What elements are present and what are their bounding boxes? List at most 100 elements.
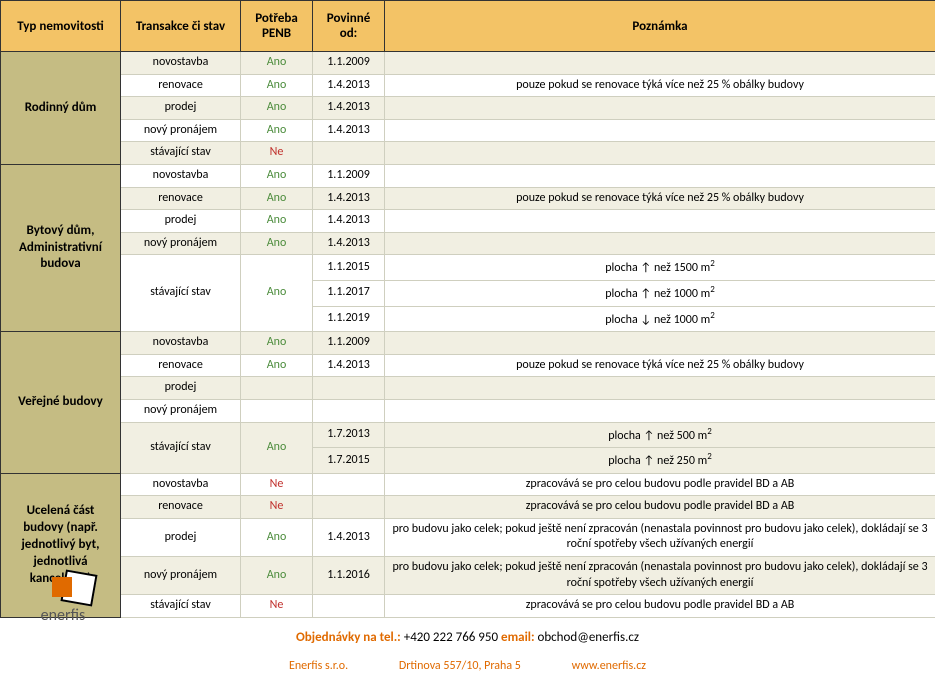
transaction-cell: nový pronájem	[121, 119, 241, 142]
address: Drtinova 557/10, Praha 5	[399, 659, 521, 673]
email-label: email:	[501, 630, 535, 645]
note-cell: zpracovává se pro celou budovu podle pra…	[385, 595, 935, 618]
note-cell	[385, 164, 935, 187]
company: Enerfis s.r.o.	[289, 659, 348, 673]
note-cell: zpracovává se pro celou budovu podle pra…	[385, 496, 935, 519]
need-cell	[241, 377, 313, 400]
footer: enerfis Objednávky na tel.: +420 222 766…	[0, 618, 935, 683]
note-cell: pro budovu jako celek; pokud ještě není …	[385, 557, 935, 595]
transaction-cell: renovace	[121, 496, 241, 519]
email: obchod@enerfis.cz	[538, 630, 640, 645]
need-cell: Ano	[241, 119, 313, 142]
need-cell: Ano	[241, 164, 313, 187]
transaction-cell: novostavba	[121, 52, 241, 75]
date-cell: 1.4.2013	[313, 74, 385, 97]
phone: +420 222 766 950	[404, 630, 498, 645]
transaction-cell: prodej	[121, 518, 241, 556]
date-cell: 1.4.2013	[313, 187, 385, 210]
need-cell: Ano	[241, 232, 313, 255]
transaction-cell: nový pronájem	[121, 232, 241, 255]
transaction-cell: prodej	[121, 377, 241, 400]
note-cell	[385, 377, 935, 400]
date-cell: 1.4.2013	[313, 210, 385, 233]
note-cell: plocha ↑ než 1000 m2	[385, 280, 935, 306]
date-cell: 1.4.2013	[313, 518, 385, 556]
transaction-cell: novostavba	[121, 332, 241, 355]
transaction-cell: prodej	[121, 210, 241, 233]
note-cell	[385, 210, 935, 233]
transaction-cell: stávající stav	[121, 142, 241, 165]
note-cell	[385, 52, 935, 75]
transaction-cell: renovace	[121, 187, 241, 210]
brand-name: enerfis	[18, 606, 108, 625]
need-cell	[241, 399, 313, 422]
note-cell: pouze pokud se renovace týká více než 25…	[385, 74, 935, 97]
date-cell	[313, 377, 385, 400]
note-cell	[385, 142, 935, 165]
note-cell	[385, 97, 935, 120]
date-cell: 1.1.2016	[313, 557, 385, 595]
brand-logo: enerfis	[18, 572, 108, 625]
date-cell: 1.7.2013	[313, 422, 385, 448]
date-cell: 1.7.2015	[313, 448, 385, 474]
category-cell: Rodinný dům	[1, 52, 121, 165]
col-header-date: Povinné od:	[313, 1, 385, 52]
category-cell: Veřejné budovy	[1, 332, 121, 474]
penb-table: Typ nemovitosti Transakce či stav Potřeb…	[0, 0, 935, 618]
note-cell: plocha ↑ než 500 m2	[385, 422, 935, 448]
note-cell: pouze pokud se renovace týká více než 25…	[385, 354, 935, 377]
need-cell: Ano	[241, 557, 313, 595]
date-cell: 1.4.2013	[313, 354, 385, 377]
need-cell: Ano	[241, 74, 313, 97]
note-cell: pouze pokud se renovace týká více než 25…	[385, 187, 935, 210]
transaction-cell: stávající stav	[121, 595, 241, 618]
need-cell: Ne	[241, 473, 313, 496]
date-cell: 1.1.2015	[313, 255, 385, 281]
note-cell	[385, 399, 935, 422]
need-cell: Ano	[241, 210, 313, 233]
date-cell: 1.1.2009	[313, 164, 385, 187]
date-cell: 1.1.2017	[313, 280, 385, 306]
transaction-cell: nový pronájem	[121, 557, 241, 595]
need-cell: Ano	[241, 52, 313, 75]
transaction-cell: novostavba	[121, 164, 241, 187]
need-cell: Ano	[241, 332, 313, 355]
logo-icon	[47, 572, 79, 604]
transaction-cell: renovace	[121, 74, 241, 97]
order-label: Objednávky na tel.:	[296, 630, 401, 645]
col-header-note: Poznámka	[385, 1, 935, 52]
date-cell: 1.4.2013	[313, 119, 385, 142]
category-cell: Bytový dům, Administrativní budova	[1, 164, 121, 331]
note-cell	[385, 119, 935, 142]
date-cell: 1.4.2013	[313, 232, 385, 255]
note-cell	[385, 232, 935, 255]
col-header-transaction: Transakce či stav	[121, 1, 241, 52]
need-cell: Ano	[241, 422, 313, 473]
web: www.enerfis.cz	[572, 659, 646, 673]
note-cell: plocha ↓ než 1000 m2	[385, 306, 935, 332]
col-header-need: Potřeba PENB	[241, 1, 313, 52]
need-cell: Ano	[241, 187, 313, 210]
date-cell	[313, 595, 385, 618]
date-cell: 1.4.2013	[313, 97, 385, 120]
need-cell: Ne	[241, 142, 313, 165]
transaction-cell: novostavba	[121, 473, 241, 496]
date-cell	[313, 142, 385, 165]
need-cell: Ano	[241, 518, 313, 556]
need-cell: Ano	[241, 97, 313, 120]
transaction-cell: stávající stav	[121, 422, 241, 473]
transaction-cell: stávající stav	[121, 255, 241, 332]
note-cell: plocha ↑ než 1500 m2	[385, 255, 935, 281]
transaction-cell: prodej	[121, 97, 241, 120]
footer-address-line: Enerfis s.r.o. Drtinova 557/10, Praha 5 …	[0, 649, 935, 677]
date-cell	[313, 496, 385, 519]
date-cell: 1.1.2009	[313, 52, 385, 75]
transaction-cell: nový pronájem	[121, 399, 241, 422]
need-cell: Ne	[241, 595, 313, 618]
note-cell	[385, 332, 935, 355]
note-cell: pro budovu jako celek; pokud ještě není …	[385, 518, 935, 556]
footer-contact-line: Objednávky na tel.: +420 222 766 950 ema…	[0, 626, 935, 649]
date-cell	[313, 399, 385, 422]
need-cell: Ne	[241, 496, 313, 519]
note-cell: zpracovává se pro celou budovu podle pra…	[385, 473, 935, 496]
